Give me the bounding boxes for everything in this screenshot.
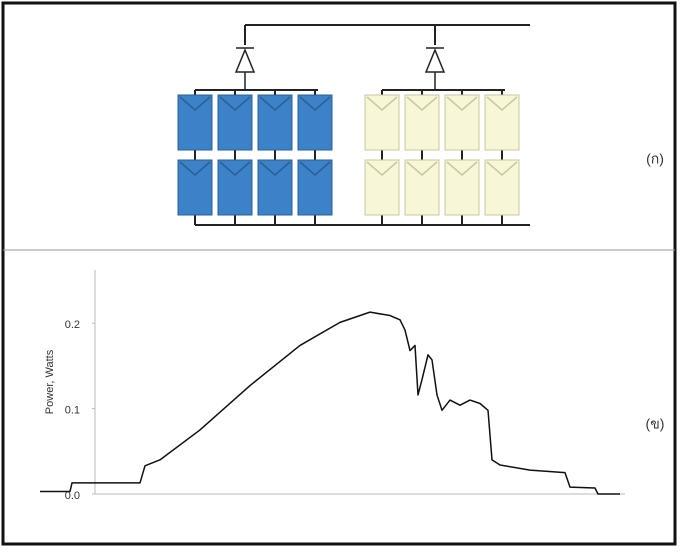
solar-panel [364,159,400,216]
solar-panel [404,159,440,216]
diode [424,47,446,90]
power-line [40,311,620,495]
solar-panel [484,159,520,216]
panel-mark [486,96,518,111]
y-tick-label: 0.0 [65,490,80,502]
panel-mark [486,161,518,176]
solar-panel [444,94,480,151]
solar-panel [257,159,293,216]
panel-mark [219,161,251,176]
panel-mark [406,161,438,176]
circuit-diagram [177,24,530,226]
solar-panel [217,159,253,216]
solar-panel [444,159,480,216]
solar-panel [177,94,213,151]
solar-panel [217,94,253,151]
panel-mark [179,96,211,111]
y-tick-label: 0.1 [65,405,80,417]
panel-mark [446,96,478,111]
panel-mark [179,161,211,176]
diode [234,47,256,90]
panel-mark [366,96,398,111]
solar-panel [484,94,520,151]
panel-mark [299,161,331,176]
panel-mark [259,96,291,111]
panel-mark [446,161,478,176]
panel-mark [259,161,291,176]
solar-panel [177,159,213,216]
solar-panel [257,94,293,151]
frame [1,1,677,546]
solar-panel [364,94,400,151]
panel-label: (ก) [646,151,664,167]
panel-mark [366,161,398,176]
y-axis-label: Power, Watts [44,349,56,414]
solar-panel [297,159,333,216]
panel-mark [406,96,438,111]
panel-mark [219,96,251,111]
panel-label: (ข) [646,416,665,432]
wire [195,24,530,226]
solar-panel [404,94,440,151]
solar-panel [297,94,333,151]
y-tick-label: 0.2 [65,319,80,331]
panel-mark [299,96,331,111]
